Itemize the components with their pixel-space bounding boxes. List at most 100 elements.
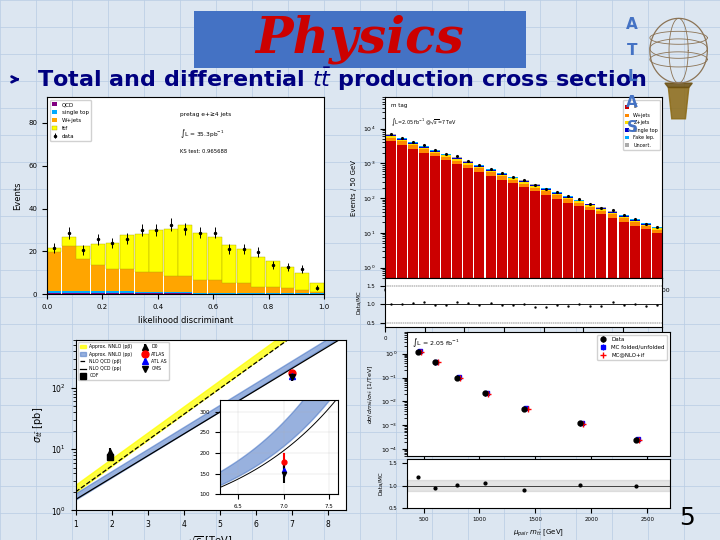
Point: [573, 300, 585, 308]
Bar: [91, 293, 105, 294]
Point: [640, 302, 652, 310]
Legend: QCD, single top, W+jets, ttf, data: QCD, single top, W+jets, ttf, data: [50, 100, 91, 141]
Polygon shape: [665, 83, 693, 87]
Point: [518, 485, 530, 494]
Bar: [474, 168, 485, 172]
Bar: [419, 153, 429, 540]
Bar: [641, 223, 651, 224]
Bar: [386, 136, 396, 138]
Bar: [76, 259, 90, 291]
Y-axis label: Events / 50 GeV: Events / 50 GeV: [351, 160, 357, 215]
Bar: [76, 246, 90, 259]
Point: [413, 472, 424, 481]
Bar: [519, 184, 528, 187]
Bar: [91, 244, 105, 265]
Bar: [386, 138, 396, 141]
Bar: [164, 276, 178, 292]
X-axis label: likelihood discriminant: likelihood discriminant: [138, 315, 233, 325]
Bar: [508, 177, 518, 178]
Bar: [563, 197, 573, 198]
Bar: [237, 293, 251, 294]
Bar: [630, 221, 639, 222]
Bar: [497, 179, 507, 540]
Y-axis label: $d\sigma/dm_{t\bar{t}}/\sigma_{t\bar{t}}$ [1/TeV]: $d\sigma/dm_{t\bar{t}}/\sigma_{t\bar{t}}…: [366, 364, 375, 424]
Bar: [541, 189, 551, 190]
Bar: [266, 293, 280, 294]
Bar: [62, 246, 76, 291]
Bar: [585, 205, 595, 207]
Point: [529, 303, 541, 312]
Text: $\int$L = 35.3pb$^{-1}$: $\int$L = 35.3pb$^{-1}$: [180, 127, 225, 140]
Y-axis label: Data/MC: Data/MC: [378, 471, 383, 495]
Bar: [474, 172, 485, 540]
Text: $\int$L=2.05 fb$^{-1}$ @$\sqrt{s}$=7 TeV: $\int$L=2.05 fb$^{-1}$ @$\sqrt{s}$=7 TeV: [391, 117, 457, 129]
Legend: Approx. NNLO (pp̅), Approx. NNLO (pp), NLO QCD (pp̅), NLO QCD (pp), CDF, D0, ATL: Approx. NNLO (pp̅), Approx. NNLO (pp), N…: [78, 342, 168, 380]
Bar: [608, 214, 618, 218]
X-axis label: $t\bar{t}$ mass [GeV]: $t\bar{t}$ mass [GeV]: [501, 347, 546, 356]
X-axis label: $\sqrt{s}$ [TeV]: $\sqrt{s}$ [TeV]: [189, 535, 233, 540]
Bar: [149, 293, 163, 294]
Bar: [222, 245, 236, 284]
Bar: [563, 199, 573, 202]
Legend: Data, MC folded/unfolded, MC@NLO+if: Data, MC folded/unfolded, MC@NLO+if: [597, 335, 667, 360]
Bar: [530, 186, 540, 187]
Bar: [608, 212, 618, 213]
X-axis label: $t\bar{t}$ mass [GeV]: $t\bar{t}$ mass [GeV]: [499, 299, 549, 311]
Text: A: A: [626, 94, 638, 110]
Point: [595, 302, 607, 310]
Bar: [164, 229, 178, 276]
Text: KS test: 0.965688: KS test: 0.965688: [180, 149, 227, 154]
Bar: [397, 139, 407, 140]
Bar: [237, 249, 251, 284]
Bar: [179, 276, 192, 292]
Bar: [91, 265, 105, 291]
Bar: [281, 267, 294, 288]
Y-axis label: $\sigma_{t\bar{t}}$ [pb]: $\sigma_{t\bar{t}}$ [pb]: [32, 407, 45, 443]
Bar: [193, 233, 207, 280]
Point: [429, 300, 441, 309]
Bar: [419, 149, 429, 153]
Bar: [563, 198, 573, 199]
Bar: [474, 167, 485, 168]
NLO QCD (pp): [72, 496, 81, 502]
Bar: [452, 158, 462, 159]
Point: [408, 299, 419, 308]
Bar: [419, 147, 429, 149]
Y-axis label: Events: Events: [14, 181, 22, 210]
Bar: [575, 206, 584, 540]
NLO QCD (pp): [299, 359, 307, 365]
Bar: [408, 143, 418, 144]
Bar: [585, 204, 595, 205]
Bar: [630, 220, 639, 221]
Bar: [408, 145, 418, 149]
Bar: [222, 293, 236, 294]
Polygon shape: [668, 87, 689, 119]
Bar: [179, 292, 192, 293]
Bar: [193, 280, 207, 293]
Bar: [441, 156, 451, 157]
Bar: [618, 217, 629, 218]
Bar: [464, 162, 473, 163]
Bar: [585, 207, 595, 210]
Bar: [295, 273, 309, 290]
NLO QCD (pp̅): [231, 374, 240, 381]
Point: [562, 301, 574, 310]
X-axis label: $\mu_{pair}$ $m_{t\bar{t}}$ [GeV]: $\mu_{pair}$ $m_{t\bar{t}}$ [GeV]: [513, 528, 564, 539]
Bar: [541, 192, 551, 195]
NLO QCD (pp): [71, 496, 80, 503]
Bar: [430, 151, 440, 152]
Bar: [441, 157, 451, 160]
Bar: [485, 172, 495, 176]
NLO QCD (pp̅): [232, 374, 240, 380]
Bar: [207, 237, 222, 280]
Bar: [179, 293, 192, 294]
Bar: [106, 243, 120, 269]
NLO QCD (pp̅): [71, 489, 80, 495]
Bar: [618, 215, 629, 216]
Bar: [618, 218, 629, 222]
Bar: [91, 291, 105, 293]
Bar: [48, 248, 61, 252]
Bar: [519, 183, 528, 184]
Bar: [251, 293, 265, 294]
Bar: [485, 176, 495, 540]
